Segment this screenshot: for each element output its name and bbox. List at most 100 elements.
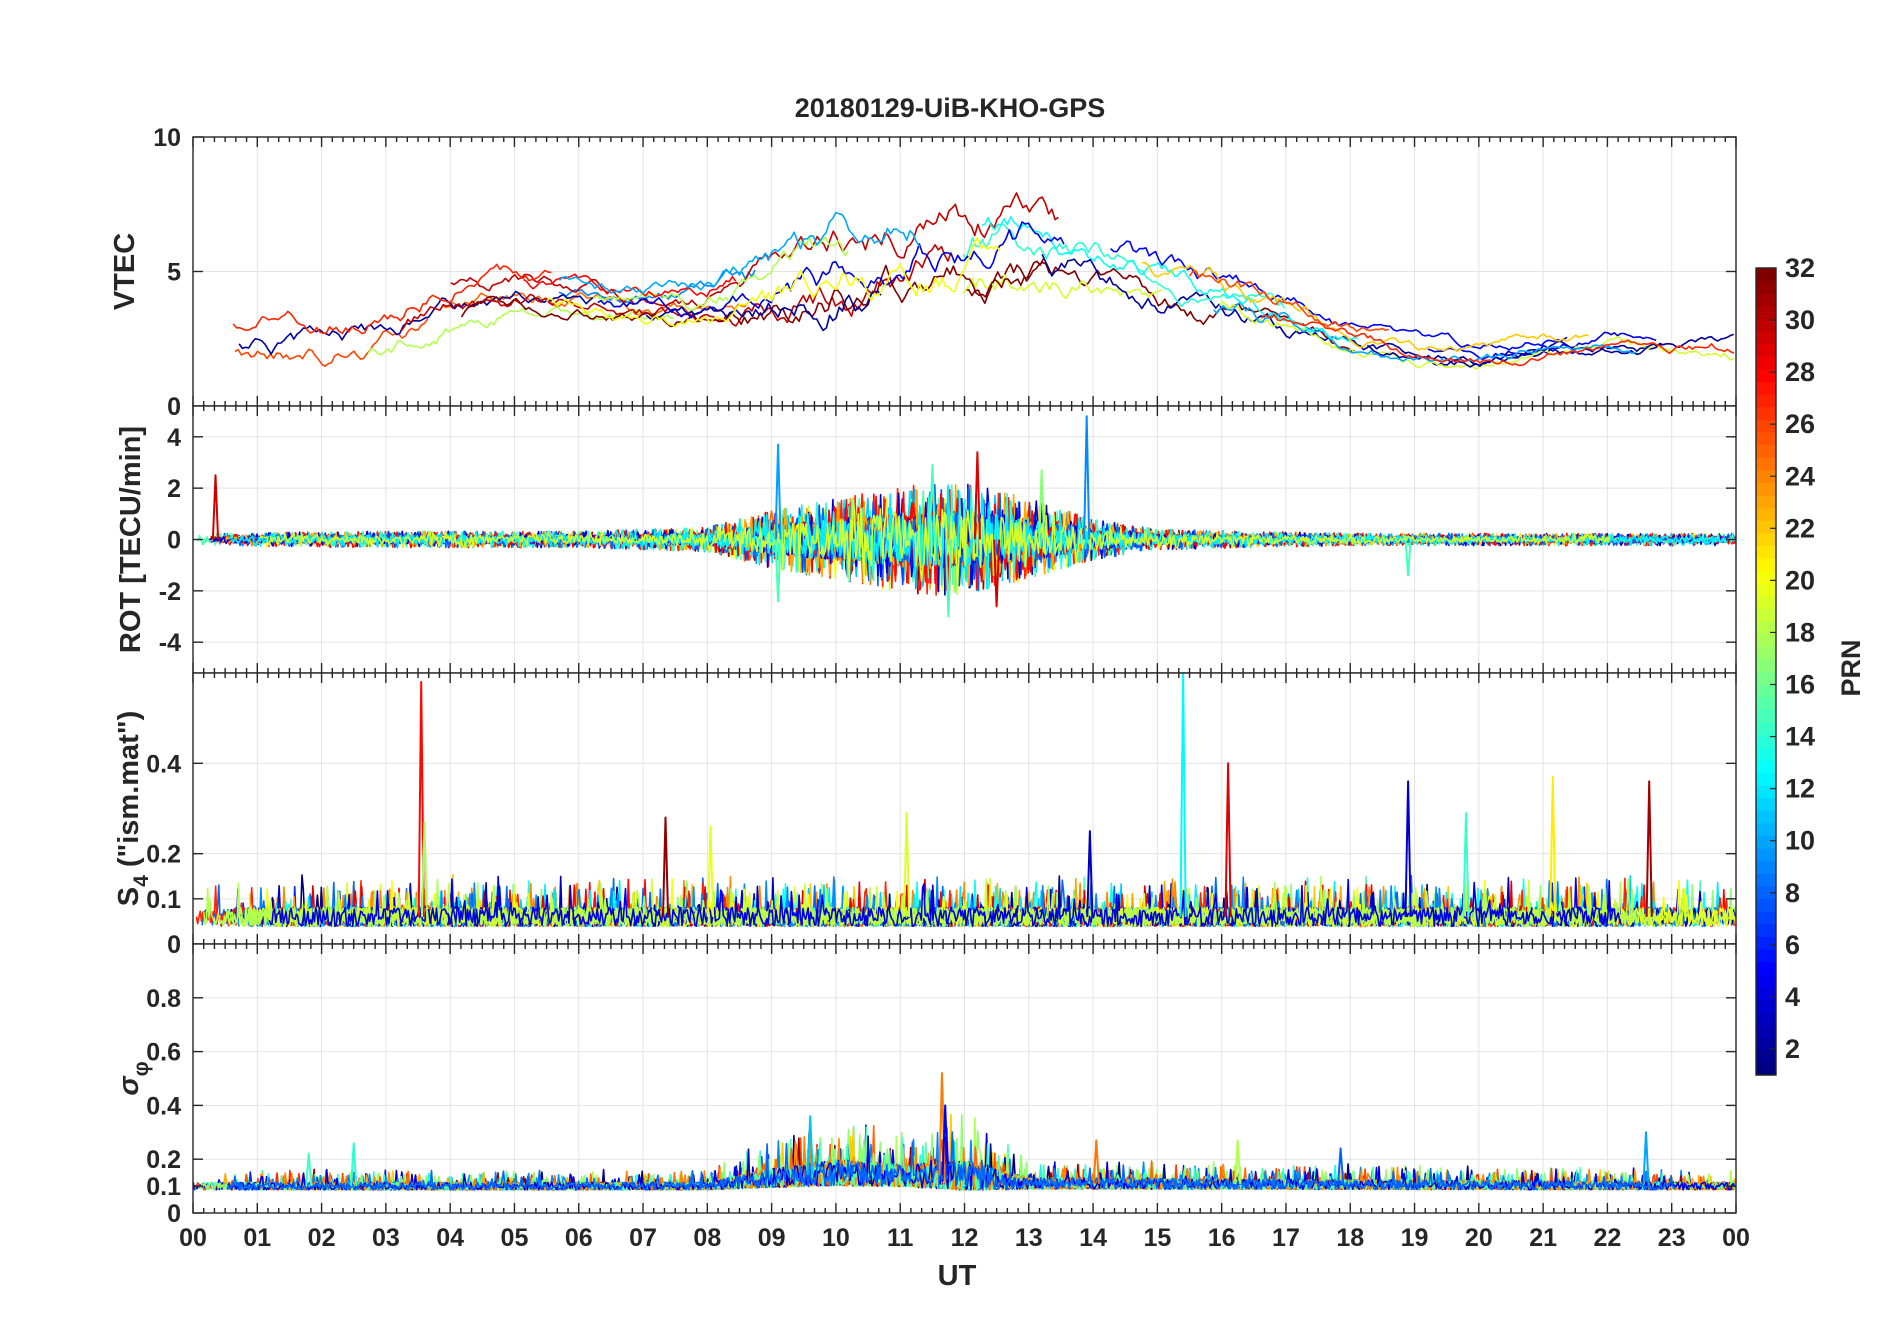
- series-prn-line: [1260, 314, 1735, 367]
- colorbar-segment: [1756, 948, 1776, 963]
- series-group: [196, 415, 1737, 618]
- colorbar-segment: [1756, 696, 1776, 710]
- spike-line: [211, 474, 220, 540]
- y-axis-label: ROT [TECU/min]: [115, 426, 147, 653]
- colorbar-segment: [1756, 923, 1776, 937]
- x-tick-label: 10: [822, 1224, 850, 1252]
- colorbar-segment: [1756, 822, 1776, 837]
- colorbar-segment: [1756, 835, 1776, 849]
- x-tick-label: 04: [436, 1224, 464, 1252]
- colorbar-segment: [1756, 848, 1776, 862]
- panel-rot: -4 -2 0 2 4 ROT [TECU/min]: [115, 405, 1737, 674]
- spike-line: [1642, 1131, 1650, 1186]
- x-tick-label: 08: [693, 1224, 721, 1252]
- colorbar-segment: [1756, 381, 1776, 395]
- y-tick-label: 2: [167, 475, 181, 503]
- x-tick-label: 13: [1015, 1224, 1043, 1252]
- y-tick-label: 0.1: [146, 1173, 181, 1201]
- colorbar-segment: [1756, 1049, 1776, 1063]
- spike-line: [1224, 762, 1232, 917]
- series-prn-line: [238, 290, 594, 355]
- spike-line: [1234, 1139, 1242, 1185]
- spike-line: [662, 816, 670, 917]
- y-tick-label: 0.6: [146, 1039, 181, 1067]
- y-tick-label: -4: [159, 629, 181, 657]
- y-axis-label-sub: 4: [130, 875, 153, 887]
- colorbar-segment: [1756, 709, 1776, 723]
- colorbar-tick-label: 18: [1785, 617, 1815, 647]
- spike-line: [1083, 415, 1091, 540]
- colorbar-tick-label: 22: [1785, 513, 1815, 543]
- spike-line: [305, 1152, 313, 1187]
- colorbar-tick-label: 24: [1785, 461, 1815, 491]
- x-tick-label: 15: [1143, 1224, 1171, 1252]
- colorbar-segment: [1756, 898, 1776, 912]
- colorbar-segment: [1756, 885, 1776, 900]
- colorbar-segment: [1756, 658, 1776, 673]
- spike-line: [1038, 469, 1046, 540]
- colorbar-segment: [1756, 457, 1776, 471]
- colorbar-segment: [1756, 936, 1776, 950]
- spike-line: [1086, 830, 1094, 917]
- panel-s4: 00.10.20.4S4 ("ism.mat"): [113, 672, 1737, 959]
- colorbar-segment: [1756, 608, 1776, 622]
- series-prn-line: [962, 274, 1163, 300]
- y-tick-label: 0.1: [146, 886, 181, 914]
- x-tick-label: 11: [887, 1224, 914, 1252]
- colorbar-segment: [1756, 911, 1776, 925]
- spike-line: [1092, 1139, 1100, 1184]
- series-prn-line: [232, 263, 552, 335]
- colorbar-segment: [1756, 974, 1776, 988]
- y-tick-label: 0.4: [146, 1092, 181, 1120]
- y-tick-label: 0.8: [146, 985, 181, 1013]
- series-group: [192, 1072, 1737, 1191]
- series-prn-line: [546, 236, 1001, 328]
- colorbar-segment: [1756, 1062, 1776, 1076]
- colorbar-segment: [1756, 797, 1776, 811]
- colorbar-segment: [1756, 999, 1776, 1013]
- spike-line: [1549, 775, 1557, 917]
- colorbar-segment: [1756, 860, 1776, 874]
- y-axis-label: VTEC: [109, 233, 141, 310]
- colorbar-tick-label: 12: [1785, 774, 1815, 804]
- series-prn-line: [523, 273, 737, 298]
- y-axis-label-rest: ("ism.mat"): [113, 711, 145, 875]
- x-tick-label: 22: [1594, 1224, 1622, 1252]
- x-tick-label: 14: [1079, 1224, 1107, 1252]
- colorbar-segment: [1756, 633, 1776, 647]
- panel-vtec: 0 5 10 VTEC: [109, 124, 1737, 421]
- y-tick-label: 0: [167, 931, 181, 959]
- series-prn-line: [1188, 270, 1389, 333]
- series-prn-line: [226, 1131, 1677, 1191]
- axes: [192, 943, 1737, 1214]
- colorbar-tick-label: 14: [1785, 722, 1815, 752]
- series-prn-line: [225, 875, 1656, 928]
- spike-line: [350, 1142, 358, 1187]
- y-tick-label: -2: [159, 578, 181, 606]
- colorbar-segment: [1756, 721, 1776, 736]
- colorbar-segment: [1756, 810, 1776, 824]
- colorbar-tick-label: 8: [1785, 878, 1800, 908]
- x-tick-label: 21: [1529, 1224, 1557, 1252]
- series-prn-line: [558, 211, 921, 295]
- colorbar-segment: [1756, 986, 1776, 1000]
- series-prn-line: [450, 192, 1059, 308]
- colorbar-segment: [1756, 1024, 1776, 1038]
- y-tick-label: 0: [167, 393, 181, 421]
- colorbar-segment: [1756, 747, 1776, 761]
- colorbar-segment: [1756, 570, 1776, 584]
- series-prn-line: [593, 236, 849, 312]
- y-axis-label-main: S: [113, 887, 145, 906]
- colorbar-segment: [1756, 1011, 1776, 1026]
- y-tick-label: 10: [153, 124, 181, 152]
- colorbar-segment: [1756, 406, 1776, 420]
- colorbar-segment: [1756, 1037, 1776, 1051]
- spike-line: [1404, 539, 1412, 577]
- colorbar-segment: [1756, 772, 1776, 786]
- panel-sigma_phi: 00.10.2 0.4 0.6 0.8 σφ 00 01 02 03 04 05 06 07 08 09 10…: [113, 943, 1750, 1252]
- y-axis-label: S4 ("ism.mat"): [113, 711, 153, 907]
- colorbar-tick-label: 16: [1785, 670, 1815, 700]
- colorbar-tick-label: 6: [1785, 930, 1800, 960]
- colorbar-tick-label: 20: [1785, 565, 1815, 595]
- colorbar-segment: [1756, 431, 1776, 446]
